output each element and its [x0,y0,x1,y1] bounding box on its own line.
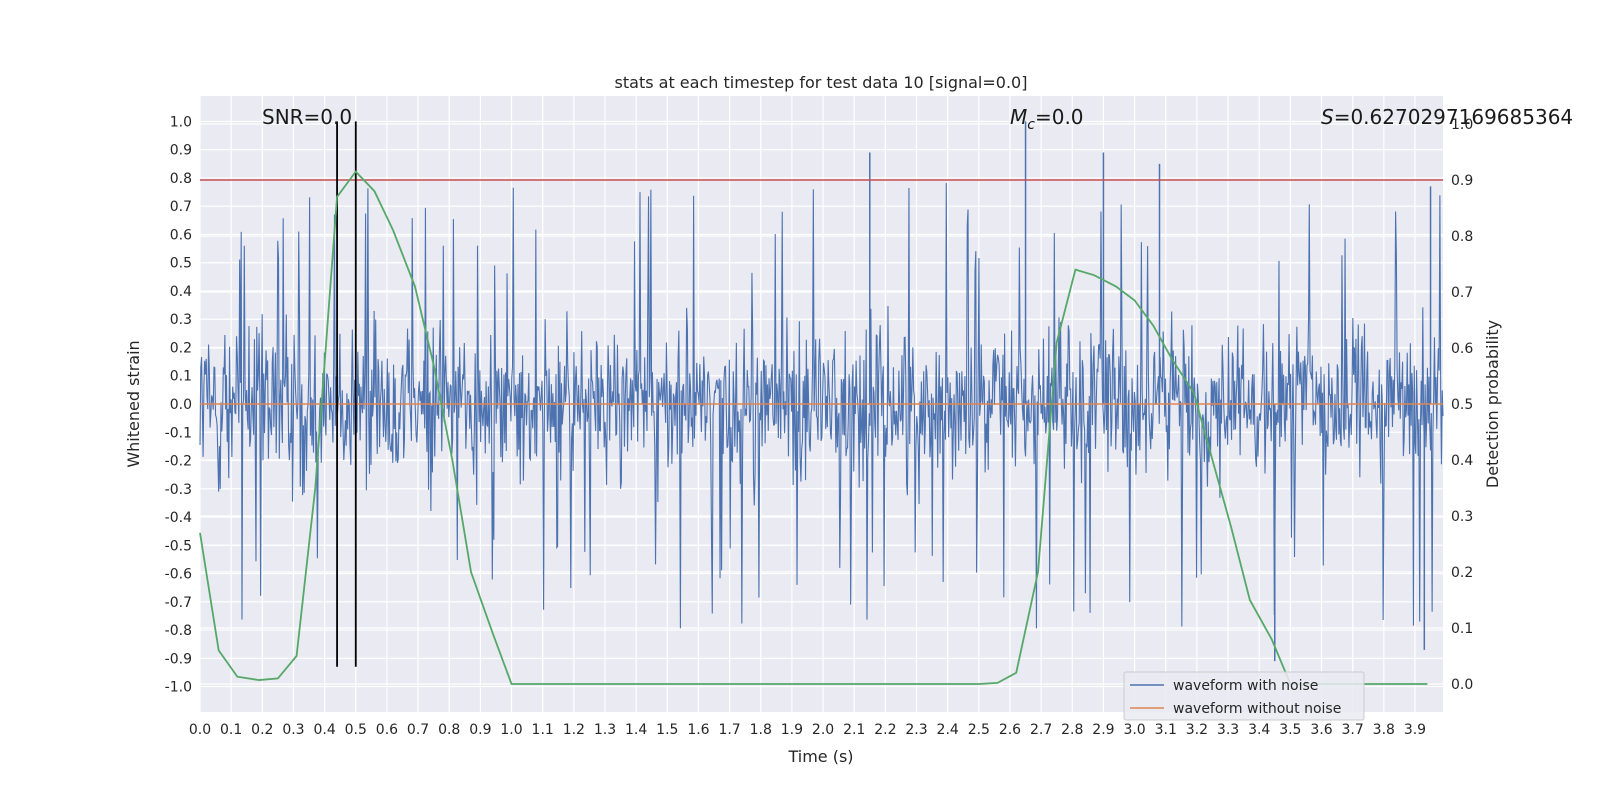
legend-label-noise: waveform with noise [1173,678,1318,694]
noise-line [199,183,1444,629]
y2-axis-label: Detection probability [1483,320,1502,488]
y-tick-label: -1.0 [165,680,192,696]
y-tick-label: -0.5 [165,538,192,554]
y-tick-label: 0.3 [170,312,192,328]
y-tick-label: -0.7 [165,595,192,611]
y-tick-label: 0.8 [170,171,192,187]
x-tick-label: 0.7 [407,722,429,738]
y2-tick-label: 0.3 [1451,509,1473,525]
x-tick-label: 3.1 [1155,722,1177,738]
x-tick-label: 0.9 [469,722,491,738]
y-tick-label: -0.2 [165,454,192,470]
x-tick-label: 0.0 [189,722,211,738]
x-tick-label: 1.6 [687,722,709,738]
y2-tick-label: 0.8 [1451,229,1473,245]
x-tick-label: 1.1 [532,722,554,738]
x-tick-label: 2.8 [1061,722,1083,738]
x-tick-label: 3.6 [1310,722,1332,738]
y-tick-label: -0.1 [165,425,192,441]
y-tick-label: 0.2 [170,340,192,356]
y2-tick-label: 0.5 [1451,397,1473,413]
y-tick-label: -0.4 [165,510,192,526]
x-tick-label: 1.4 [625,722,647,738]
y2-tick-label: 1.0 [1451,117,1473,133]
y-tick-label: -0.6 [165,567,192,583]
annotation-snr: SNR=0.0 [262,105,352,129]
x-tick-label: 3.2 [1186,722,1208,738]
x-tick-label: 0.2 [251,722,273,738]
y-tick-label: -0.8 [165,623,192,639]
x-tick-label: 2.0 [812,722,834,738]
x-tick-label: 2.6 [999,722,1021,738]
x-tick-label: 1.2 [563,722,585,738]
y-tick-label: 0.9 [170,143,192,159]
y-tick-label: 0.5 [170,256,192,272]
x-tick-label: 2.3 [905,722,927,738]
x-tick-label: 1.5 [656,722,678,738]
annotation-chirp-mass: Mc=0.0 [1010,105,1084,133]
x-tick-label: 3.9 [1404,722,1426,738]
y2-tick-label: 0.6 [1451,341,1473,357]
y-tick-label: 0.7 [170,199,192,215]
y-tick-label: -0.3 [165,482,192,498]
legend: waveform with noise waveform without noi… [1123,671,1365,721]
series-waveform-with-noise [199,121,1444,662]
x-axis-label: Time (s) [787,747,853,766]
x-tick-label: 3.8 [1373,722,1395,738]
x-tick-label: 0.6 [376,722,398,738]
x-tick-label: 2.2 [874,722,896,738]
x-tick-label: 1.9 [781,722,803,738]
y-tick-label: 1.0 [170,114,192,130]
legend-box [1123,671,1365,721]
x-tick-label: 3.3 [1217,722,1239,738]
legend-label-clean: waveform without noise [1173,701,1341,717]
y2-tick-label: 0.1 [1451,621,1473,637]
y2-tick-label: 0.9 [1451,173,1473,189]
annotation-score-symbol: S [1321,105,1334,129]
x-tick-label: 0.4 [313,722,335,738]
x-tick-label: 3.4 [1248,722,1270,738]
x-tick-label: 0.5 [345,722,367,738]
x-tick-label: 2.5 [968,722,990,738]
series-detection-probability [199,170,1428,685]
x-tick-label: 1.3 [594,722,616,738]
x-tick-label: 0.8 [438,722,460,738]
y2-tick-label: 0.2 [1451,565,1473,581]
y2-tick-label: 0.4 [1451,453,1473,469]
x-tick-label: 2.4 [937,722,959,738]
y-tick-label: 0.4 [170,284,192,300]
axes: 0.0 0.1 0.2 0.3 0.4 0.5 0.6 0.7 0.8 0.9 1.0 1.1 1.2 1… [165,114,1474,738]
x-tick-label: 1.0 [500,722,522,738]
x-tick-label: 1.7 [718,722,740,738]
annotation-chirp-mass-symbol: M [1010,105,1027,129]
annotation-chirp-mass-value: =0.0 [1035,105,1084,129]
x-tick-label: 0.3 [282,722,304,738]
y-axis-label: Whitened strain [124,340,143,467]
x-tick-label: 2.9 [1092,722,1114,738]
y-tick-label: 0.1 [170,369,192,385]
overlay [199,121,1443,685]
x-tick-label: 1.8 [750,722,772,738]
x-tick-label: 3.5 [1279,722,1301,738]
y-tick-label: -0.9 [165,651,192,667]
y2-tick-label: 0.0 [1451,677,1473,693]
annotation-score: S=0.6270297169685364 [1321,105,1573,129]
annotation-chirp-mass-subscript: c [1027,117,1035,133]
chart-title: stats at each timestep for test data 10 … [615,73,1028,92]
y-tick-label: 0.6 [170,227,192,243]
y-tick-label: 0.0 [170,397,192,413]
x-tick-label: 3.0 [1123,722,1145,738]
annotation-score-value: =0.6270297169685364 [1334,105,1573,129]
x-tick-label: 2.1 [843,722,865,738]
y2-tick-label: 0.7 [1451,285,1473,301]
x-tick-label: 0.1 [220,722,242,738]
x-tick-label: 3.7 [1342,722,1364,738]
x-tick-label: 2.7 [1030,722,1052,738]
